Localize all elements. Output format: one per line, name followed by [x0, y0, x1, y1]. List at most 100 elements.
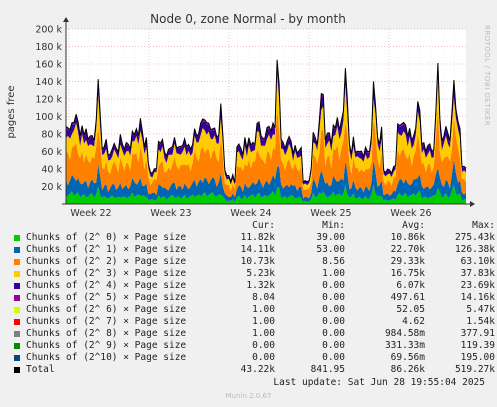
- x-ticks: Week 22 Week 23 Week 24 Week 25 Week 26: [70, 208, 431, 219]
- legend-max: 14.16k: [460, 292, 495, 303]
- legend-swatch: [14, 307, 20, 313]
- chart-title: Node 0, zone Normal - by month: [150, 12, 346, 26]
- legend-max: 195.00: [460, 352, 495, 363]
- legend-avg: 10.86k: [390, 232, 425, 243]
- y-tick-label: 100 k: [35, 112, 62, 123]
- legend-label: Chunks of (2^ 0) × Page size: [26, 232, 187, 243]
- legend-min: 841.95: [310, 364, 345, 375]
- legend-cur: 11.82k: [240, 232, 275, 243]
- legend-min: 53.00: [316, 244, 345, 255]
- legend-max: 119.39: [460, 340, 495, 351]
- legend-avg: 29.33k: [390, 256, 425, 267]
- legend-min: 1.00: [322, 268, 345, 279]
- legend-cur: 0.00: [252, 340, 275, 351]
- legend-avg: 52.05: [396, 304, 425, 315]
- legend-cur: 1.00: [252, 328, 275, 339]
- y-tick-label: 40 k: [41, 165, 62, 176]
- series-area: [66, 61, 466, 186]
- y-tick-label: 180 k: [35, 42, 62, 53]
- legend-cur: 10.73k: [240, 256, 275, 267]
- legend-avg: 331.33m: [384, 340, 425, 351]
- legend-min: 8.56: [322, 256, 345, 267]
- legend-cur: 14.11k: [240, 244, 275, 255]
- y-ticks: 20 k 40 k 60 k 80 k 100 k 120 k 140 k 160 k 180 …: [35, 25, 62, 194]
- y-tick-label: 120 k: [35, 95, 62, 106]
- legend-avg: 69.56m: [390, 352, 425, 363]
- side-label: RRDTOOL / TOBI OETIKER: [483, 25, 491, 126]
- munin-version: Munin 2.0.67: [225, 392, 272, 400]
- legend-cur: 8.04: [252, 292, 275, 303]
- legend-min: 0.00: [322, 292, 345, 303]
- legend-avg: 4.62: [402, 316, 425, 327]
- legend-label: Chunks of (2^10) × Page size: [26, 352, 187, 363]
- header-max: Max:: [472, 220, 495, 231]
- legend-cur: 1.00: [252, 304, 275, 315]
- y-tick-label: 20 k: [41, 182, 62, 193]
- legend-cur: 43.22k: [240, 364, 275, 375]
- series-area: [66, 184, 466, 204]
- legend-cur: 0.00: [252, 352, 275, 363]
- legend-label: Chunks of (2^ 9) × Page size: [26, 340, 187, 351]
- legend-avg: 16.75k: [390, 268, 425, 279]
- legend-label: Chunks of (2^ 8) × Page size: [26, 328, 187, 339]
- legend-min: 0.00: [322, 304, 345, 315]
- series-area: [66, 73, 466, 191]
- y-tick-label: 60 k: [41, 147, 62, 158]
- legend-swatch: [14, 319, 20, 325]
- legend-label: Total: [26, 364, 55, 375]
- legend-swatch: [14, 367, 20, 373]
- total-line: [65, 59, 467, 184]
- legend-max: 23.69k: [460, 280, 495, 291]
- legend-swatch: [14, 259, 20, 265]
- legend-avg: 86.26k: [390, 364, 425, 375]
- legend-label: Chunks of (2^ 7) × Page size: [26, 316, 187, 327]
- legend-swatch: [14, 235, 20, 241]
- legend-max: 126.38k: [454, 244, 495, 255]
- legend-max: 37.83k: [460, 268, 495, 279]
- legend-max: 377.91: [460, 328, 495, 339]
- legend-min: 0.00: [322, 352, 345, 363]
- x-tick-label: Week 25: [310, 208, 351, 219]
- legend-cur: 5.23k: [246, 268, 275, 279]
- legend-label: Chunks of (2^ 1) × Page size: [26, 244, 187, 255]
- legend-swatch: [14, 283, 20, 289]
- legend-swatch: [14, 355, 20, 361]
- legend-avg: 6.07k: [396, 280, 425, 291]
- legend-min: 0.00: [322, 280, 345, 291]
- chart: Node 0, zone Normal - by month RRDTOOL /…: [6, 12, 491, 219]
- x-axis-arrow-icon: [470, 201, 475, 207]
- legend-label: Chunks of (2^ 6) × Page size: [26, 304, 187, 315]
- legend-swatch: [14, 343, 20, 349]
- x-tick-label: Week 24: [230, 208, 271, 219]
- y-tick-label: 160 k: [35, 60, 62, 71]
- legend-max: 63.10k: [460, 256, 495, 267]
- last-update: Last update: Sat Jun 28 19:55:04 2025: [273, 377, 485, 388]
- legend-max: 5.47k: [466, 304, 495, 315]
- series-area: [66, 159, 466, 202]
- legend-cur: 1.32k: [246, 280, 275, 291]
- y-axis-label: pages free: [6, 85, 17, 138]
- legend-avg: 497.61: [390, 292, 425, 303]
- legend-max: 519.27k: [454, 364, 495, 375]
- legend-cur: 1.00: [252, 316, 275, 327]
- legend-label: Chunks of (2^ 4) × Page size: [26, 280, 187, 291]
- legend-label: Chunks of (2^ 5) × Page size: [26, 292, 187, 303]
- y-tick-label: 200 k: [35, 25, 62, 36]
- legend-min: 39.00: [316, 232, 345, 243]
- y-tick-label: 80 k: [41, 130, 62, 141]
- legend-swatch: [14, 295, 20, 301]
- legend-avg: 22.70k: [390, 244, 425, 255]
- legend-max: 1.54k: [466, 316, 495, 327]
- stacked-areas: [66, 59, 466, 204]
- header-min: Min:: [322, 220, 345, 231]
- header-avg: Avg:: [402, 220, 425, 231]
- x-tick-label: Week 22: [70, 208, 111, 219]
- legend-max: 275.43k: [454, 232, 495, 243]
- legend-swatch: [14, 247, 20, 253]
- legend-label: Chunks of (2^ 2) × Page size: [26, 256, 187, 267]
- series-area: [66, 105, 466, 199]
- legend-swatch: [14, 331, 20, 337]
- y-axis-arrow-icon: [63, 17, 69, 22]
- legend-min: 0.00: [322, 316, 345, 327]
- x-tick-label: Week 26: [390, 208, 431, 219]
